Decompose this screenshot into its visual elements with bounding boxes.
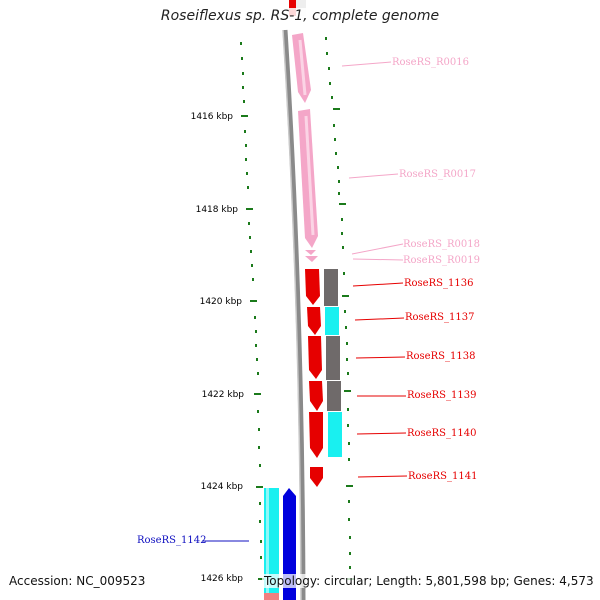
feature-label-1137[interactable]: RoseRS_1137 [405, 312, 474, 323]
cds-feature-1139 [309, 381, 323, 411]
genome-backbone [282, 29, 306, 600]
map-title: Roseiflexus sp. RS-1, complete genome [0, 8, 600, 24]
cds-features [305, 269, 323, 487]
rna-feature-r0018 [305, 250, 316, 255]
feature-labels: RoseRS_R0016 RoseRS_R0017 RoseRS_R0018 R… [137, 57, 480, 546]
leader-lines [202, 61, 408, 542]
scale-label-1420: 1420 kbp [200, 297, 243, 307]
genome-summary-text: Topology: circular; Length: 5,801,598 bp… [262, 574, 596, 588]
genome-backbone-shade [282, 29, 302, 600]
left-scale-major-ticks [241, 115, 265, 580]
scale-label-1418: 1418 kbp [196, 205, 239, 215]
scale-label-1422: 1422 kbp [202, 390, 245, 400]
cds-feature-1137 [307, 307, 321, 335]
feature-label-r0017[interactable]: RoseRS_R0017 [399, 169, 476, 180]
cds-feature-1140 [309, 412, 323, 458]
feature-label-1140[interactable]: RoseRS_1140 [407, 428, 476, 439]
scale-label-1424: 1424 kbp [201, 482, 244, 492]
feature-label-r0019[interactable]: RoseRS_R0019 [403, 255, 480, 266]
scale-label-1416: 1416 kbp [191, 112, 234, 122]
cog-column [324, 269, 342, 457]
scale-labels: 1416 kbp 1418 kbp 1420 kbp 1422 kbp 1424… [191, 112, 245, 584]
feature-label-1142[interactable]: RoseRS_1142 [137, 535, 206, 546]
cds-feature-1141 [310, 467, 323, 487]
cds-feature-1138 [308, 336, 322, 379]
feature-label-1138[interactable]: RoseRS_1138 [406, 351, 475, 362]
feature-label-r0018[interactable]: RoseRS_R0018 [403, 239, 480, 250]
rna-feature-r0019 [305, 256, 318, 262]
left-scale-dots [240, 42, 262, 559]
cds-feature-1136 [305, 269, 320, 305]
feature-label-r0016[interactable]: RoseRS_R0016 [392, 57, 469, 68]
cds-feature-1142 [283, 488, 296, 600]
accession-text: Accession: NC_009523 [9, 574, 146, 588]
right-scale-dots [325, 37, 351, 569]
feature-label-1139[interactable]: RoseRS_1139 [407, 390, 476, 401]
feature-label-1141[interactable]: RoseRS_1141 [408, 471, 477, 482]
feature-label-1136[interactable]: RoseRS_1136 [404, 278, 473, 289]
scale-label-1426: 1426 kbp [201, 574, 244, 584]
